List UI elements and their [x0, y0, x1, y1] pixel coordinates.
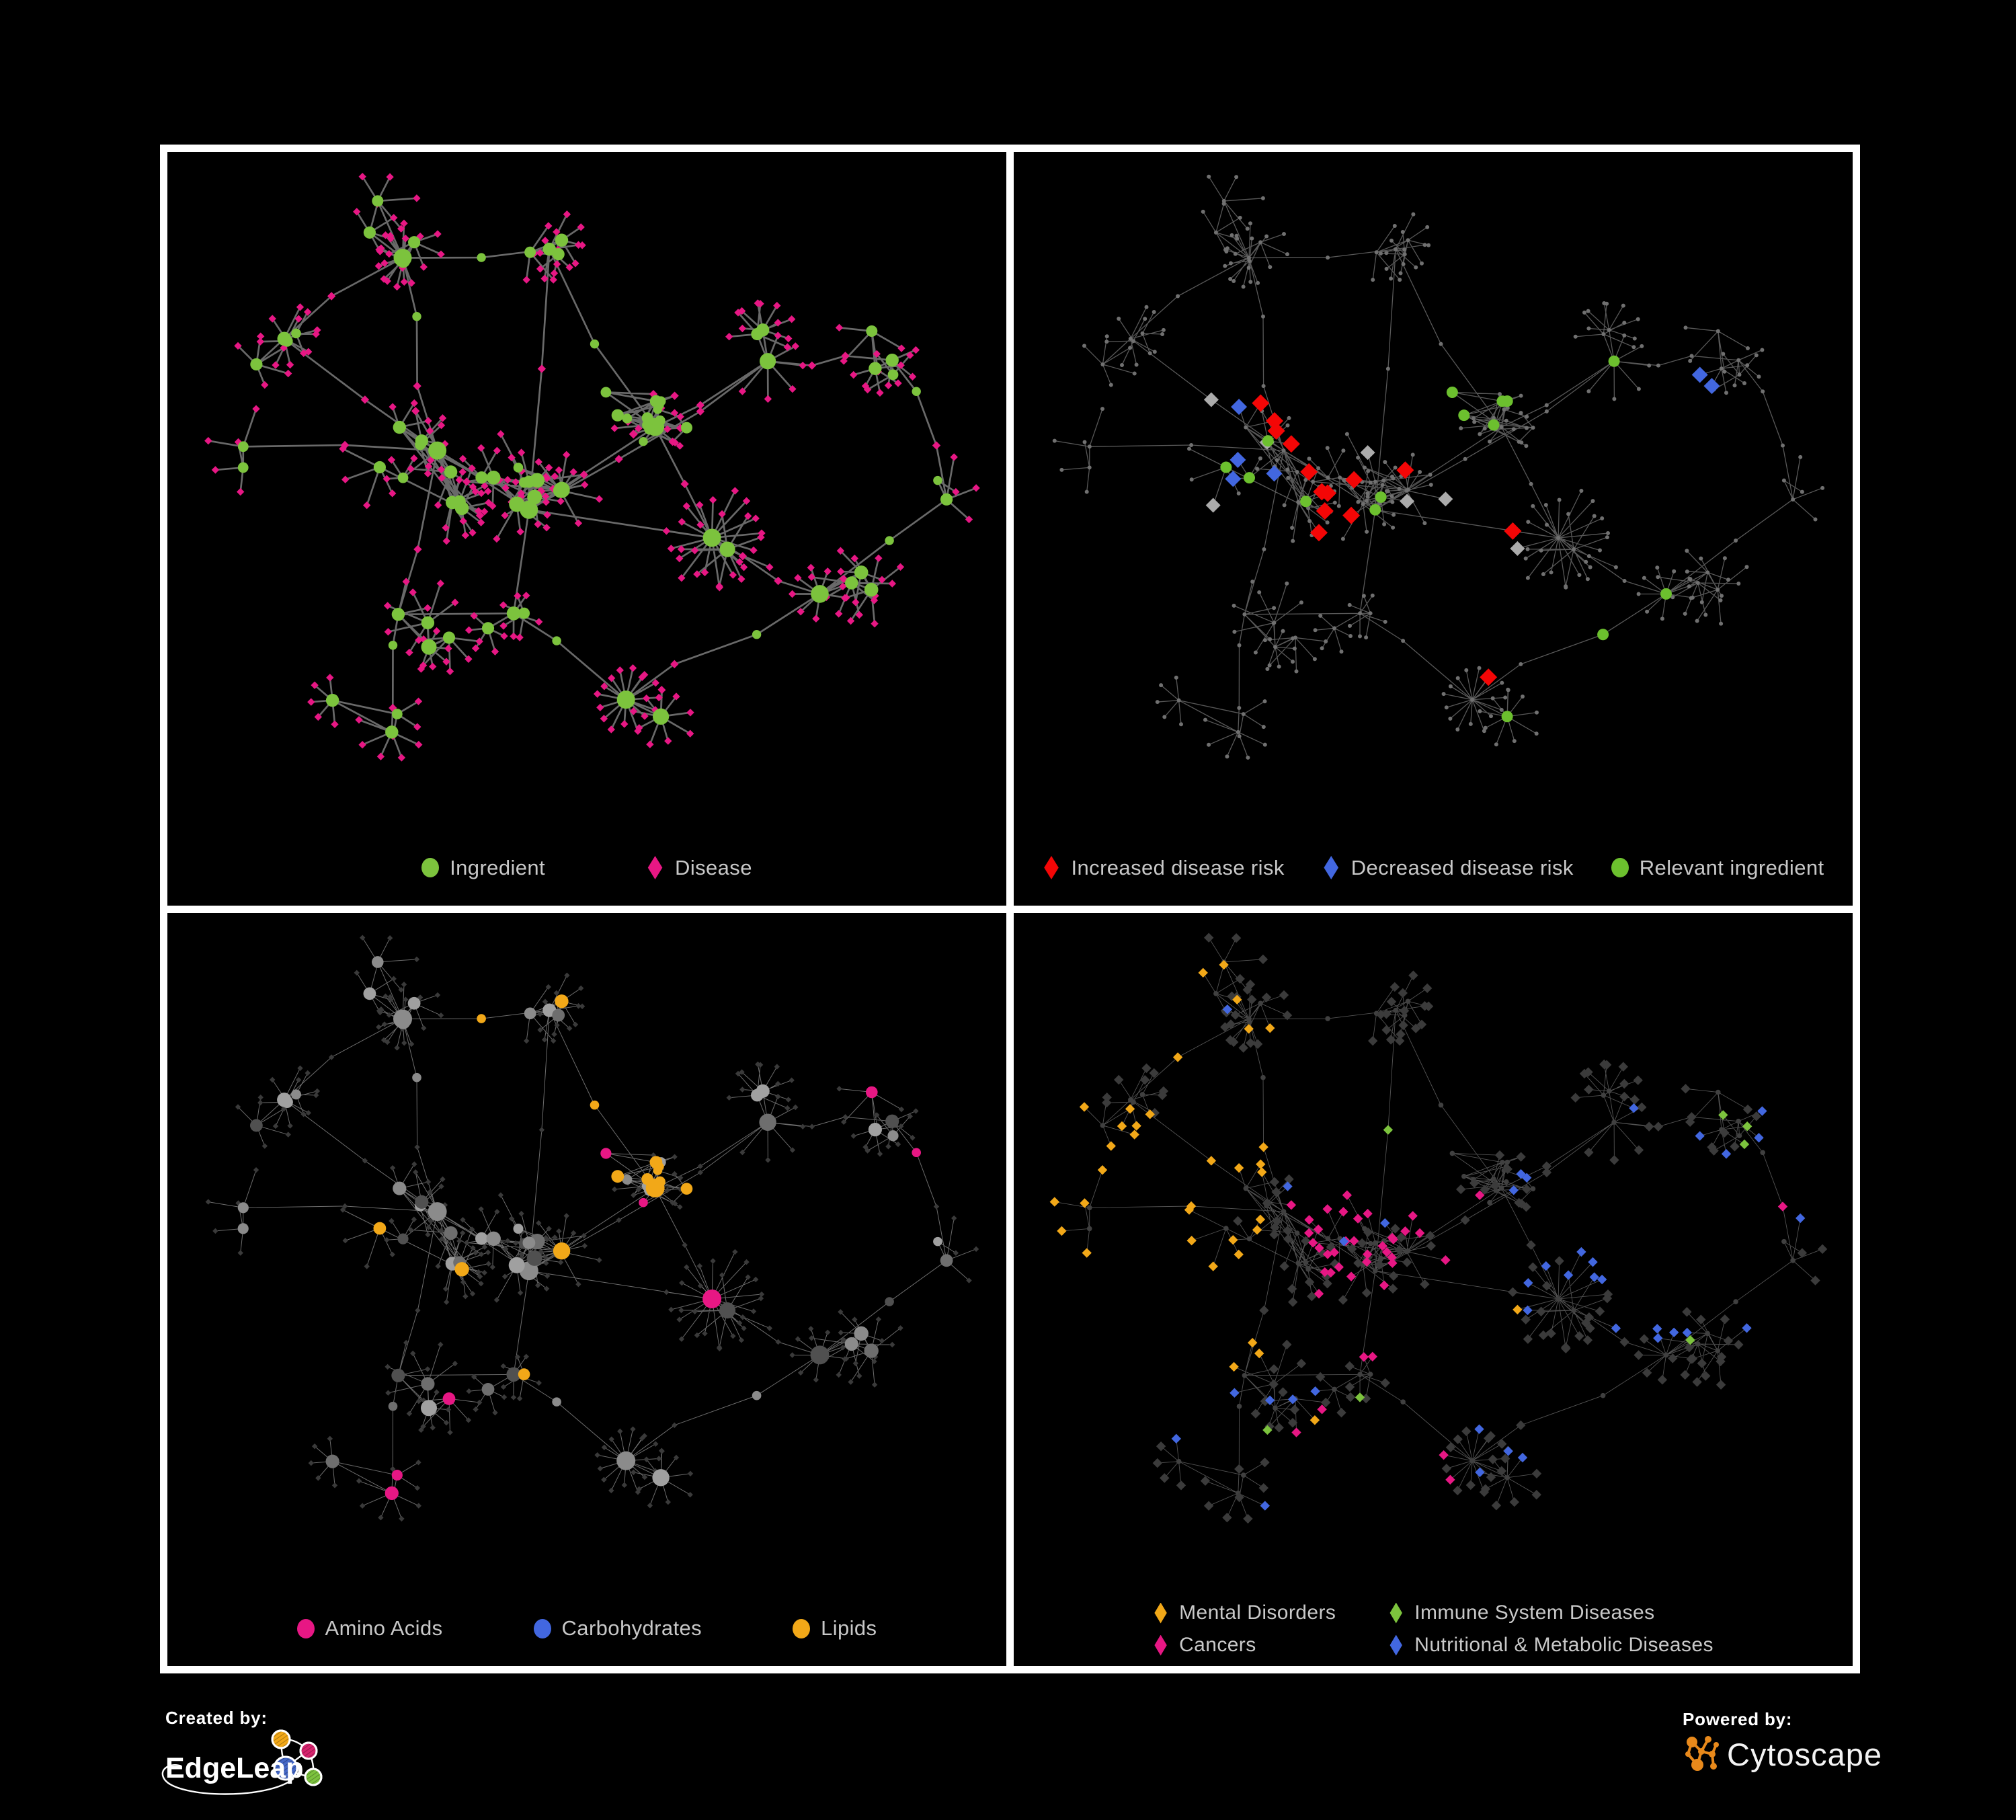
legend-label: Ingredient	[450, 855, 546, 879]
cytoscape-wordmark: Cytoscape	[1727, 1736, 1883, 1772]
network-canvas-disease-classes	[1049, 933, 1828, 1524]
legend-label: Amino Acids	[325, 1616, 443, 1640]
decreased-risk-marker-icon	[1324, 856, 1339, 879]
created-by-label: Created by:	[165, 1708, 268, 1728]
edgeleap-credit: Created by: EdgeLeap	[156, 1708, 336, 1807]
legend-label: Increased disease risk	[1071, 855, 1285, 879]
disease-marker-icon	[647, 856, 663, 879]
legend-label: Decreased disease risk	[1350, 855, 1574, 879]
edgeleap-logo: EdgeLeap	[161, 1729, 323, 1795]
network-canvas-nutrient-classes	[205, 935, 979, 1521]
mental-disorders-marker-icon	[1154, 1602, 1167, 1624]
powered-by-label: Powered by:	[1683, 1709, 1793, 1729]
panel-disease-risk: Increased disease risk Decreased disease…	[1014, 152, 1853, 906]
relevant-ingredient-marker-icon	[1611, 858, 1629, 877]
carbohydrates-marker-icon	[533, 1618, 551, 1638]
legend-item-relevant-ingredient: Relevant ingredient	[1611, 856, 1824, 880]
legend-item-amino-acids: Amino Acids	[296, 1616, 443, 1640]
legend-item-nutritional-metabolic-diseases: Nutritional & Metabolic Diseases	[1388, 1634, 1713, 1657]
panel-disease-classes: Mental Disorders Immune System Diseases …	[1014, 912, 1853, 1666]
nutritional-metabolic-marker-icon	[1389, 1634, 1402, 1656]
network-canvas-ingredient-disease	[204, 173, 980, 762]
legend-item-increased-risk: Increased disease risk	[1043, 856, 1285, 880]
legend-label: Carbohydrates	[561, 1616, 702, 1640]
legend-disease-risk: Increased disease risk Decreased disease…	[1014, 853, 1853, 883]
immune-system-marker-icon	[1389, 1602, 1402, 1624]
legend-label: Disease	[675, 855, 752, 879]
legend-item-mental-disorders: Mental Disorders	[1153, 1601, 1336, 1624]
legend-item-carbohydrates: Carbohydrates	[533, 1616, 702, 1640]
increased-risk-marker-icon	[1044, 856, 1059, 879]
legend-item-disease: Disease	[646, 856, 752, 880]
ingredient-marker-icon	[421, 858, 440, 877]
legend-item-immune-system-diseases: Immune System Diseases	[1388, 1601, 1654, 1624]
legend-disease-classes: Mental Disorders Immune System Diseases …	[1014, 1601, 1853, 1657]
network-canvas-disease-risk	[1052, 174, 1825, 760]
legend-item-lipids: Lipids	[793, 1616, 877, 1640]
cytoscape-icon	[1685, 1736, 1719, 1771]
legend-label: Mental Disorders	[1179, 1601, 1336, 1624]
legend-item-ingredient: Ingredient	[421, 856, 545, 880]
edgeleap-wordmark: EdgeLeap	[165, 1752, 304, 1784]
legend-label: Lipids	[821, 1616, 877, 1640]
legend-item-cancers: Cancers	[1153, 1634, 1256, 1657]
legend-label: Cancers	[1179, 1634, 1256, 1656]
legend-label: Nutritional & Metabolic Diseases	[1414, 1634, 1713, 1656]
lipids-marker-icon	[793, 1618, 811, 1638]
cytoscape-credit: Powered by: Cytoscape	[1683, 1709, 1882, 1774]
legend-item-decreased-risk: Decreased disease risk	[1322, 856, 1574, 880]
figure-grid: Ingredient Disease Increased disease ris…	[160, 145, 1860, 1673]
legend-nutrient-classes: Amino Acids Carbohydrates Lipids	[167, 1614, 1006, 1643]
legend-label: Relevant ingredient	[1639, 855, 1824, 879]
amino-acids-marker-icon	[296, 1618, 315, 1638]
panel-ingredient-disease: Ingredient Disease	[167, 152, 1006, 906]
cancers-marker-icon	[1154, 1634, 1167, 1656]
edgeleap-network-nodes	[271, 1729, 323, 1786]
panel-nutrient-classes: Amino Acids Carbohydrates Lipids	[167, 912, 1006, 1666]
legend-ingredient-disease: Ingredient Disease	[167, 853, 1006, 883]
legend-label: Immune System Diseases	[1414, 1601, 1655, 1624]
